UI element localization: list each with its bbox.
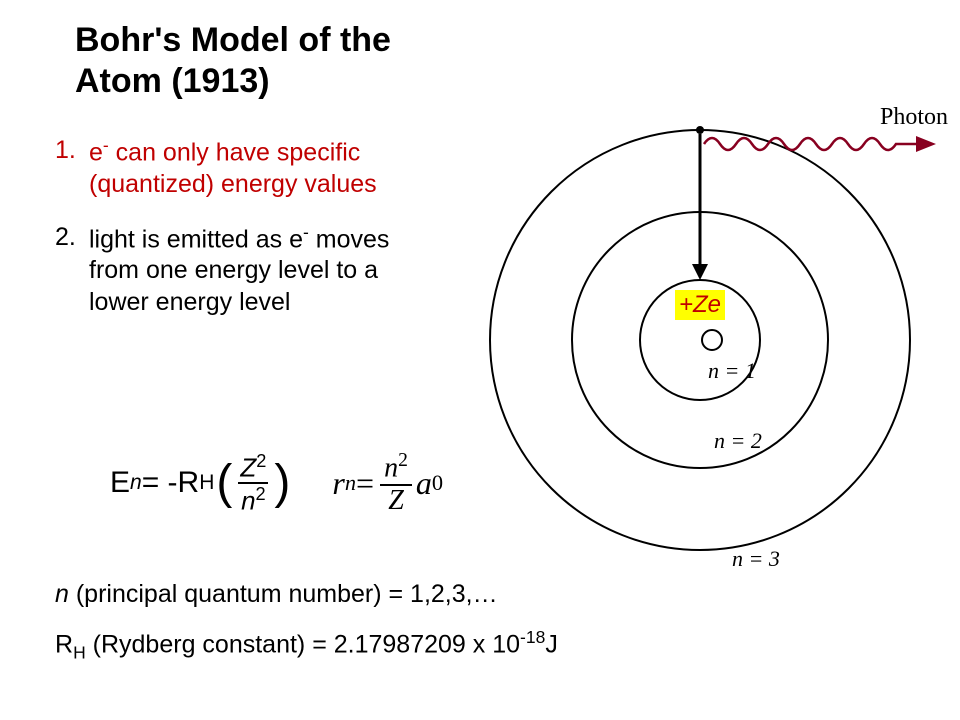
list-num-1: 1. bbox=[55, 135, 89, 200]
list-text-2: light is emitted as e- moves from one en… bbox=[89, 222, 435, 318]
electron-outer bbox=[696, 126, 704, 134]
n1-label: n = 1 bbox=[708, 358, 756, 383]
n2-label: n = 2 bbox=[714, 428, 762, 453]
rydberg-note: RH (Rydberg constant) = 2.17987209 x 10-… bbox=[55, 627, 558, 663]
radius-equation: rn = n2 Z a0 bbox=[332, 450, 443, 517]
list-item-1: 1. e- can only have specific (quantized)… bbox=[55, 135, 435, 200]
nucleus bbox=[702, 330, 722, 350]
photon-wave bbox=[704, 138, 920, 150]
page-title: Bohr's Model of the Atom (1913) bbox=[75, 20, 425, 102]
bohr-diagram: Photon n = 1 n = 2 n = 3 bbox=[480, 100, 950, 570]
equation-row: En = -RH ( Z2 n2 ) rn = n2 Z a0 bbox=[110, 450, 443, 517]
transition-arrow-head bbox=[692, 264, 708, 280]
list-item-2: 2. light is emitted as e- moves from one… bbox=[55, 222, 435, 318]
photon-arrow-head bbox=[916, 136, 936, 152]
quantum-number-note: n (principal quantum number) = 1,2,3,… bbox=[55, 580, 558, 609]
nucleus-charge-label: +Ze bbox=[675, 290, 725, 320]
photon-label: Photon bbox=[880, 104, 948, 130]
n3-label: n = 3 bbox=[732, 546, 780, 570]
bottom-notes: n (principal quantum number) = 1,2,3,… R… bbox=[55, 580, 558, 681]
list-num-2: 2. bbox=[55, 222, 89, 318]
bullet-list: 1. e- can only have specific (quantized)… bbox=[55, 135, 435, 340]
energy-equation: En = -RH ( Z2 n2 ) bbox=[110, 451, 292, 516]
list-text-1: e- can only have specific (quantized) en… bbox=[89, 135, 435, 200]
